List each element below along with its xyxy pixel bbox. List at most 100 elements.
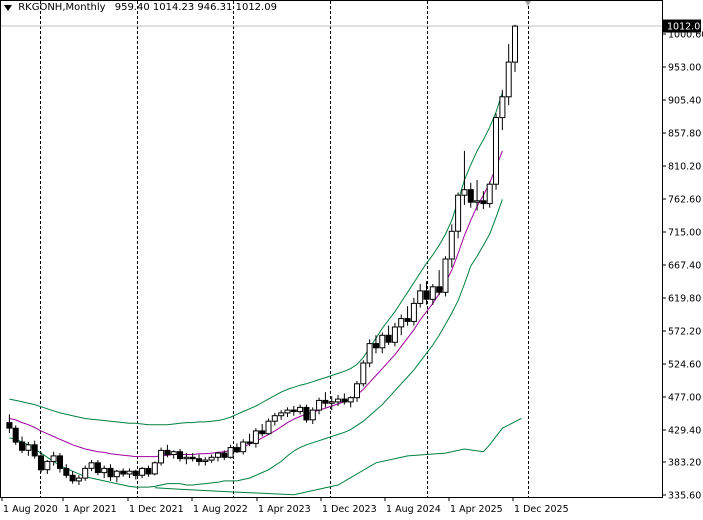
candle[interactable]	[436, 270, 443, 296]
candle[interactable]	[107, 464, 114, 481]
candle[interactable]	[297, 404, 304, 415]
candle[interactable]	[290, 405, 297, 416]
candle[interactable]	[252, 428, 259, 448]
candle[interactable]	[259, 424, 266, 437]
candle[interactable]	[499, 89, 506, 131]
candle[interactable]	[183, 453, 190, 465]
candle[interactable]	[486, 181, 493, 208]
candle[interactable]	[164, 444, 171, 458]
candle[interactable]	[126, 468, 133, 479]
shift-marker-icon[interactable]	[525, 1, 531, 6]
candle-body	[164, 449, 171, 456]
y-tick-label: 477.00	[668, 392, 701, 403]
candle[interactable]	[69, 471, 76, 484]
candle[interactable]	[31, 440, 38, 459]
candle-body	[335, 398, 341, 403]
candle[interactable]	[360, 360, 367, 387]
x-tick-label: 1 Apr 2023	[258, 504, 311, 515]
candle[interactable]	[284, 407, 291, 418]
candle[interactable]	[19, 436, 25, 454]
candle[interactable]	[373, 335, 379, 354]
candle[interactable]	[265, 418, 272, 436]
candle-body	[75, 477, 82, 482]
candle[interactable]	[177, 448, 183, 462]
candle[interactable]	[151, 461, 158, 476]
candle[interactable]	[493, 113, 499, 190]
candle[interactable]	[57, 453, 63, 473]
candle[interactable]	[398, 314, 405, 336]
candle[interactable]	[246, 433, 253, 447]
candle[interactable]	[309, 407, 316, 425]
candle[interactable]	[196, 454, 202, 466]
candle[interactable]	[50, 451, 57, 466]
candle[interactable]	[215, 451, 221, 462]
candle[interactable]	[139, 466, 146, 479]
candle[interactable]	[170, 450, 177, 459]
candle[interactable]	[341, 393, 348, 405]
candle[interactable]	[512, 24, 518, 72]
candle[interactable]	[391, 322, 398, 347]
candle[interactable]	[347, 396, 354, 408]
candle[interactable]	[75, 475, 82, 486]
candle[interactable]	[271, 412, 278, 426]
candle-body	[215, 452, 221, 458]
candle[interactable]	[404, 306, 411, 326]
candle[interactable]	[25, 442, 32, 456]
candle[interactable]	[354, 381, 360, 402]
candle[interactable]	[233, 443, 240, 454]
candle[interactable]	[410, 297, 417, 326]
candle[interactable]	[417, 283, 424, 308]
candle[interactable]	[303, 404, 310, 423]
collapse-triangle-icon[interactable]	[4, 4, 12, 11]
candle[interactable]	[120, 468, 127, 477]
candle[interactable]	[474, 179, 481, 211]
candle[interactable]	[316, 397, 323, 415]
candle[interactable]	[208, 454, 215, 463]
candle[interactable]	[82, 465, 89, 481]
plot-area	[0, 0, 663, 498]
candle[interactable]	[38, 451, 44, 473]
candle[interactable]	[12, 425, 19, 445]
candle[interactable]	[101, 465, 108, 479]
candle[interactable]	[221, 450, 228, 461]
candle[interactable]	[328, 396, 335, 411]
x-tick-label: 1 Dec 2023	[322, 504, 377, 515]
symbol-header: RKGONH,Monthly 959.40 1014.23 946.31 101…	[4, 2, 277, 14]
candle[interactable]	[44, 460, 51, 474]
candle[interactable]	[461, 150, 468, 205]
candle[interactable]	[480, 191, 487, 210]
candle[interactable]	[335, 394, 341, 406]
candle[interactable]	[88, 460, 95, 472]
candle-body	[404, 318, 411, 322]
candle[interactable]	[202, 457, 209, 466]
candle[interactable]	[145, 465, 152, 477]
candle[interactable]	[429, 283, 436, 305]
candle[interactable]	[240, 439, 247, 455]
candle-body	[480, 200, 487, 205]
candle[interactable]	[505, 44, 512, 106]
y-tick-label: 524.60	[668, 359, 701, 370]
candle[interactable]	[467, 182, 474, 208]
candle[interactable]	[63, 464, 70, 479]
candle[interactable]	[6, 414, 13, 434]
candle-body	[240, 441, 247, 453]
candle[interactable]	[158, 447, 165, 466]
candle[interactable]	[189, 453, 196, 462]
candle[interactable]	[423, 281, 430, 305]
candle[interactable]	[132, 469, 139, 480]
candle[interactable]	[227, 444, 234, 459]
candle[interactable]	[448, 224, 455, 268]
candle[interactable]	[442, 256, 449, 297]
candle[interactable]	[94, 460, 101, 476]
candle[interactable]	[385, 325, 392, 345]
candle-body	[113, 470, 120, 478]
candle[interactable]	[278, 410, 285, 420]
candle[interactable]	[455, 192, 462, 239]
candle[interactable]	[322, 392, 329, 408]
candle[interactable]	[366, 339, 373, 368]
candle-body	[271, 415, 278, 422]
candle[interactable]	[379, 332, 386, 354]
candle[interactable]	[113, 469, 120, 483]
